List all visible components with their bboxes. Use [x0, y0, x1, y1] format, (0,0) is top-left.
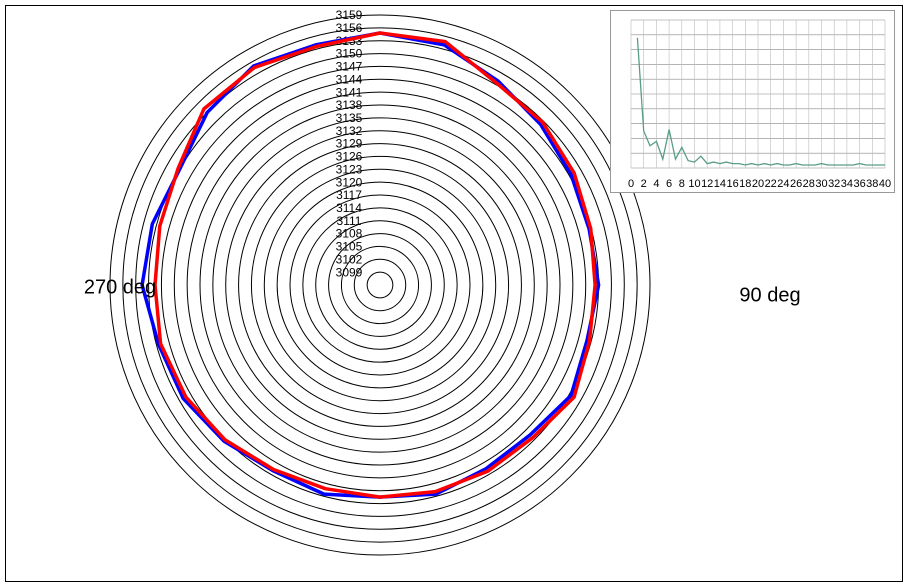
r-tick-label: 3150: [336, 47, 363, 61]
x-tick-label: 0: [628, 178, 634, 190]
grid-ring: [263, 168, 497, 402]
grid-ring: [135, 40, 625, 530]
x-tick-label: 26: [790, 178, 802, 190]
r-tick-label: 3159: [336, 8, 363, 22]
r-tick-label: 3117: [336, 188, 362, 202]
grid-ring: [173, 78, 587, 492]
angle-label: 90 deg: [739, 284, 800, 306]
x-tick-label: 40: [879, 178, 891, 190]
r-tick-label: 3111: [337, 214, 362, 228]
grid-ring: [366, 271, 394, 299]
grid-ring: [212, 117, 548, 453]
r-tick-label: 3099: [336, 265, 363, 279]
r-tick-label: 3147: [336, 60, 363, 74]
r-tick-label: 3132: [336, 124, 363, 138]
grid-ring: [225, 130, 535, 440]
x-tick-label: 34: [841, 178, 853, 190]
r-tick-label: 3126: [336, 150, 363, 164]
x-tick-label: 30: [815, 178, 827, 190]
angle-label: 270 deg: [84, 276, 156, 298]
r-tick-label: 3135: [336, 111, 363, 125]
grid-ring: [315, 220, 445, 350]
x-tick-label: 22: [765, 178, 777, 190]
polar-line: [153, 31, 597, 499]
r-tick-label: 3102: [336, 252, 363, 266]
x-tick-label: 20: [752, 178, 764, 190]
r-tick-label: 3129: [336, 137, 363, 151]
grid-ring: [148, 53, 612, 517]
x-tick-label: 28: [803, 178, 815, 190]
grid-ring: [238, 143, 522, 427]
grid-ring: [199, 104, 561, 466]
r-tick-label: 3144: [336, 72, 363, 86]
grid-ring: [302, 207, 458, 363]
x-tick-label: 38: [866, 178, 878, 190]
grid-ring: [122, 27, 638, 543]
r-tick-label: 3141: [336, 85, 363, 99]
r-tick-label: 3156: [336, 21, 363, 35]
grid-ring: [353, 258, 407, 312]
x-tick-label: 4: [653, 178, 659, 190]
r-tick-label: 3120: [336, 175, 363, 189]
line-series: [636, 37, 885, 166]
x-tick-label: 6: [666, 178, 672, 190]
grid-ring: [340, 245, 420, 325]
x-tick-label: 14: [714, 178, 726, 190]
grid-ring: [328, 233, 432, 337]
r-tick-label: 3123: [336, 162, 363, 176]
x-tick-label: 10: [688, 178, 700, 190]
x-tick-label: 32: [828, 178, 840, 190]
x-tick-label: 24: [777, 178, 789, 190]
x-tick-label: 12: [701, 178, 713, 190]
r-tick-label: 3114: [336, 201, 362, 215]
grid-ring: [276, 181, 484, 389]
grid-ring: [250, 155, 510, 415]
x-tick-label: 2: [641, 178, 647, 190]
grid-ring: [109, 14, 651, 556]
r-tick-label: 3108: [336, 227, 363, 241]
grid-ring: [289, 194, 471, 376]
x-tick-label: 36: [853, 178, 865, 190]
x-tick-label: 16: [726, 178, 738, 190]
r-tick-label: 3105: [336, 240, 363, 254]
x-tick-label: 18: [739, 178, 751, 190]
r-tick-label: 3138: [336, 98, 363, 112]
grid-ring: [186, 91, 574, 479]
x-tick-label: 8: [679, 178, 685, 190]
